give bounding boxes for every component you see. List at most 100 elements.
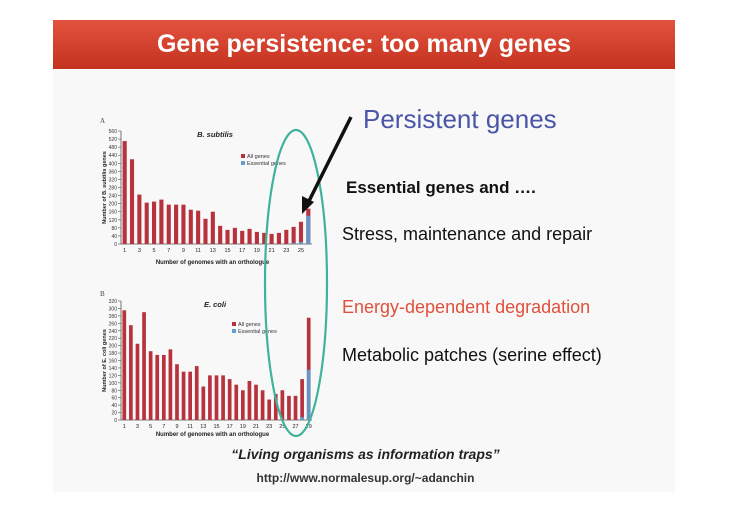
x-tick-label: 9	[182, 248, 185, 254]
bar-essential-genes	[291, 242, 296, 244]
panel-letter: A	[100, 117, 105, 125]
x-tick-label: 5	[149, 424, 152, 430]
bar-all-genes	[267, 399, 272, 420]
bar-all-genes	[293, 395, 298, 420]
x-tick-label: 5	[153, 248, 156, 254]
bar-all-genes	[214, 375, 219, 420]
x-tick-label: 25	[279, 424, 285, 430]
x-tick-label: 3	[138, 248, 141, 254]
y-tick-label: 300	[109, 306, 118, 312]
bar-all-genes	[174, 204, 179, 244]
bar-all-genes	[240, 230, 245, 244]
x-tick-label: 15	[224, 248, 230, 254]
bar-all-genes	[254, 384, 258, 420]
y-tick-label: 20	[111, 411, 117, 417]
bar-all-genes	[262, 232, 267, 244]
y-tick-label: 220	[109, 336, 118, 342]
y-tick-label: 180	[109, 351, 118, 357]
y-tick-label: 100	[109, 381, 118, 387]
title-bar: Gene persistence: too many genes	[53, 20, 675, 69]
y-tick-label: 320	[109, 177, 118, 183]
chart-title: B. subtilis	[197, 130, 233, 139]
x-tick-label: 21	[253, 424, 259, 430]
bar-all-genes	[273, 393, 278, 420]
legend-swatch	[232, 322, 236, 326]
x-tick-label: 23	[283, 248, 289, 254]
bar-all-genes	[234, 384, 239, 420]
y-axis-label: Number of B. subtilis genes	[102, 151, 108, 224]
panel-letter: B	[100, 290, 105, 298]
y-tick-label: 0	[114, 242, 117, 248]
y-tick-label: 320	[109, 299, 118, 305]
y-tick-label: 240	[109, 194, 118, 200]
x-tick-label: 7	[167, 248, 170, 254]
y-tick-label: 240	[109, 329, 118, 335]
bar-all-genes	[181, 204, 186, 244]
x-tick-label: 17	[239, 248, 245, 254]
y-tick-label: 280	[109, 186, 118, 192]
metabolic-patches-label: Metabolic patches (serine effect)	[342, 345, 602, 365]
bar-all-genes	[161, 354, 166, 420]
bar-all-genes	[194, 366, 199, 420]
persistent-genes-label: Persistent genes	[363, 104, 557, 134]
legend-label: All genes	[247, 154, 270, 160]
bar-essential-genes	[300, 417, 304, 420]
bar-all-genes	[181, 371, 186, 420]
y-tick-label: 520	[109, 137, 118, 143]
y-axis-label: Number of E. coli genes	[102, 329, 108, 392]
x-tick-label: 25	[298, 248, 304, 254]
x-tick-label: 23	[266, 424, 272, 430]
y-tick-label: 120	[109, 373, 118, 379]
x-tick-label: 1	[123, 248, 126, 254]
bar-all-genes	[159, 199, 164, 244]
bar-all-genes	[306, 317, 311, 420]
bar-all-genes	[276, 232, 281, 244]
bar-all-genes	[155, 354, 160, 420]
legend-swatch	[232, 329, 236, 333]
bar-all-genes	[241, 390, 245, 420]
bar-all-genes	[203, 218, 208, 244]
x-tick-label: 3	[136, 424, 139, 430]
y-tick-label: 80	[111, 226, 117, 232]
bar-all-genes	[269, 233, 274, 244]
x-tick-label: 17	[227, 424, 233, 430]
legend-label: Essential genes	[238, 329, 277, 335]
legend-swatch	[241, 154, 245, 158]
bar-all-genes	[218, 225, 223, 244]
bar-all-genes	[210, 211, 215, 244]
y-tick-label: 160	[109, 210, 118, 216]
bar-all-genes	[196, 210, 201, 244]
source-url: http://www.normalesup.org/~adanchin	[256, 471, 475, 485]
x-tick-label: 9	[175, 424, 178, 430]
stress-maintenance-label: Stress, maintenance and repair	[342, 224, 593, 244]
arrow	[302, 116, 353, 214]
y-tick-label: 0	[114, 418, 117, 424]
y-tick-label: 400	[109, 161, 118, 167]
x-tick-label: 27	[292, 424, 298, 430]
y-tick-label: 80	[111, 388, 117, 394]
legend-swatch	[241, 161, 245, 165]
bar-all-genes	[300, 379, 304, 420]
y-tick-label: 440	[109, 153, 118, 159]
bar-all-genes	[135, 343, 140, 420]
slide-title: Gene persistence: too many genes	[156, 30, 572, 58]
chart-title: E. coli	[204, 300, 227, 309]
bar-all-genes	[188, 371, 192, 420]
bar-all-genes	[201, 386, 206, 420]
bar-all-genes	[260, 390, 265, 420]
y-tick-label: 140	[109, 366, 118, 372]
x-axis-label: Number of genomes with an orthologue	[156, 260, 270, 266]
bar-all-genes	[137, 194, 142, 244]
quote-text: “Living organisms as information traps”	[231, 446, 500, 462]
bar-all-genes	[152, 201, 157, 244]
energy-degradation-label: Energy-dependent degradation	[342, 297, 591, 317]
bar-all-genes	[287, 395, 291, 420]
bar-all-genes	[232, 227, 237, 244]
y-tick-label: 560	[109, 129, 118, 135]
y-tick-label: 160	[109, 359, 118, 365]
legend-label: All genes	[238, 322, 261, 328]
bar-essential-genes	[306, 215, 311, 244]
bar-all-genes	[280, 390, 285, 420]
y-tick-label: 480	[109, 145, 118, 151]
bar-essential-genes	[306, 369, 311, 420]
